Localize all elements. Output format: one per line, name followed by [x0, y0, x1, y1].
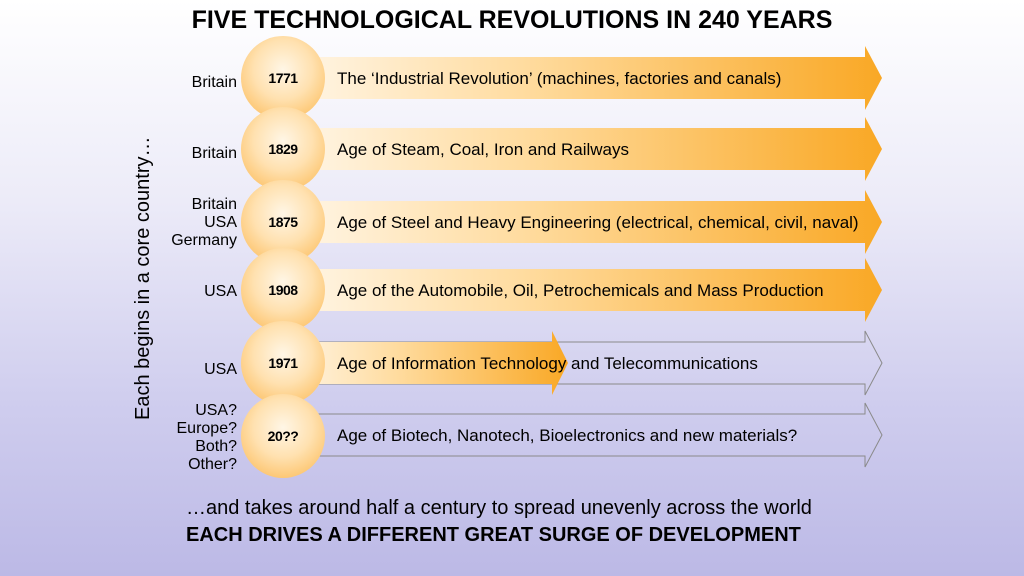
country-label-4: USA: [204, 283, 237, 300]
arrow-row-1: [280, 46, 882, 110]
footer-conclusion: EACH DRIVES A DIFFERENT GREAT SURGE OF D…: [186, 524, 801, 546]
year-circle-1: 1771: [241, 36, 325, 120]
country-label-3: Britain USA Germany: [171, 196, 237, 249]
country-label-6: USA? Europe? Both? Other?: [176, 402, 238, 473]
arrow-row-4: [280, 258, 882, 322]
revolution-description-5: Age of Information Technology and Teleco…: [337, 354, 758, 373]
year-circle-4: 1908: [241, 248, 325, 332]
revolution-description-4: Age of the Automobile, Oil, Petrochemica…: [337, 281, 824, 300]
arrow-row-2: [280, 117, 882, 181]
year-circle-5: 1971: [241, 321, 325, 405]
diagram-title: FIVE TECHNOLOGICAL REVOLUTIONS IN 240 YE…: [191, 6, 833, 34]
revolution-description-1: The ‘Industrial Revolution’ (machines, f…: [337, 69, 782, 88]
footer-spread-note: …and takes around half a century to spre…: [186, 497, 812, 519]
revolution-description-6: Age of Biotech, Nanotech, Bioelectronics…: [337, 426, 798, 445]
country-label-1: Britain: [191, 74, 237, 91]
arrow-row-6-outline: [279, 402, 883, 468]
year-circle-6: 20??: [241, 394, 325, 478]
arrow-row-5-partial: [280, 331, 568, 395]
country-label-2: Britain: [191, 145, 237, 162]
revolution-description-2: Age of Steam, Coal, Iron and Railways: [337, 140, 629, 159]
revolution-description-3: Age of Steel and Heavy Engineering (elec…: [337, 213, 859, 232]
arrow-row-3: [280, 190, 882, 254]
year-circle-2: 1829: [241, 107, 325, 191]
country-label-5: USA: [204, 361, 237, 378]
